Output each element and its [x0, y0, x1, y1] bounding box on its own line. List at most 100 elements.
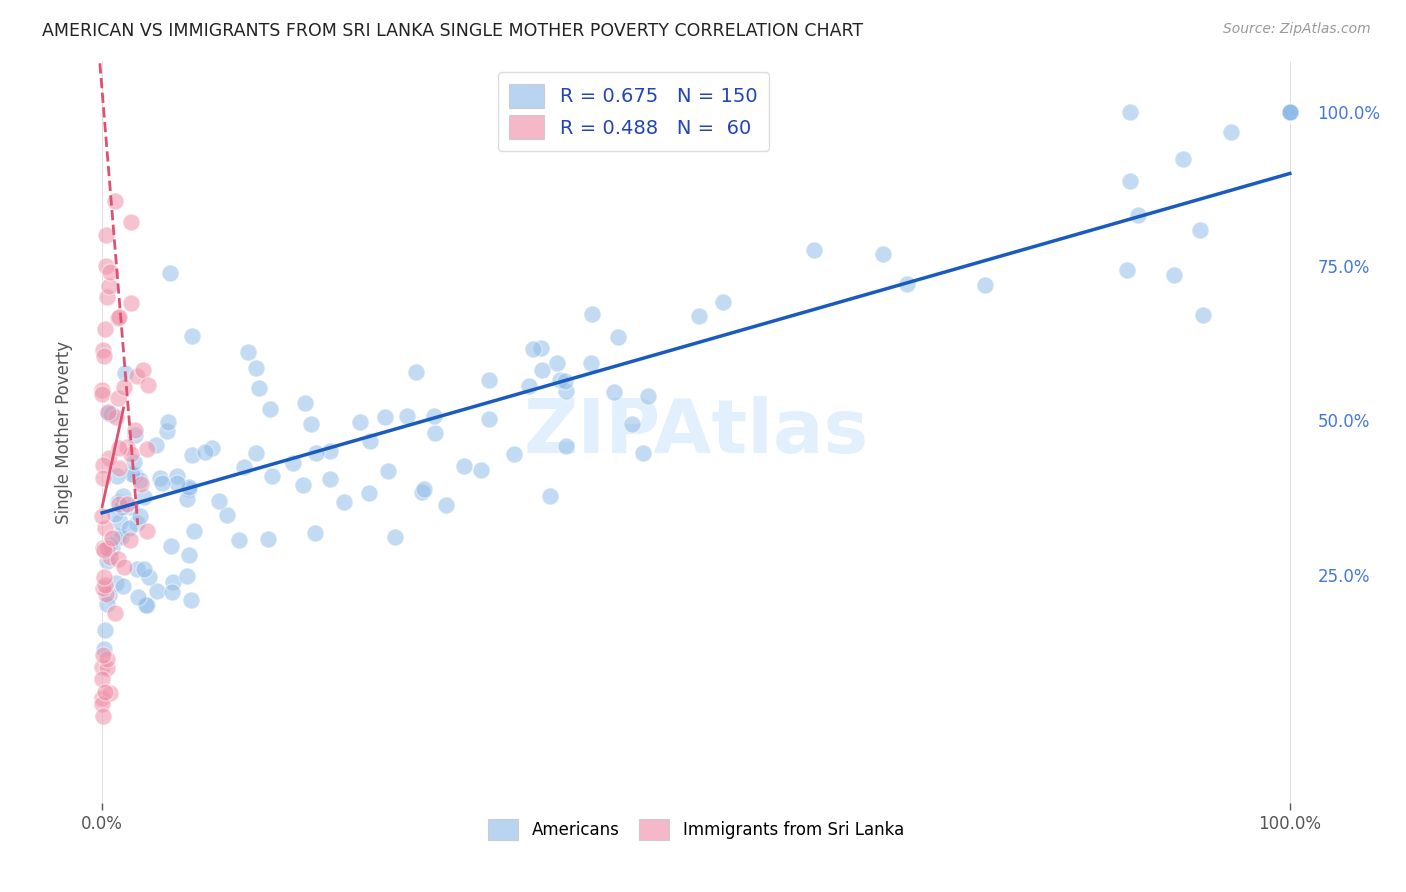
- Point: [423, 409, 446, 423]
- Point: [412, 482, 434, 496]
- Point: [93, 648, 115, 662]
- Point: [359, 434, 381, 449]
- Point: [180, 593, 202, 607]
- Point: [555, 439, 578, 453]
- Point: [1278, 104, 1301, 119]
- Point: [91, 690, 114, 705]
- Point: [135, 524, 157, 539]
- Point: [554, 384, 576, 398]
- Point: [384, 529, 406, 543]
- Point: [93, 349, 115, 363]
- Point: [135, 442, 157, 457]
- Point: [1278, 104, 1301, 119]
- Point: [91, 541, 114, 556]
- Point: [1278, 104, 1301, 119]
- Point: [93, 543, 115, 558]
- Point: [132, 490, 155, 504]
- Point: [101, 541, 124, 556]
- Point: [166, 469, 188, 483]
- Point: [107, 461, 129, 475]
- Point: [208, 493, 231, 508]
- Point: [108, 497, 131, 511]
- Point: [94, 521, 117, 535]
- Point: [803, 243, 825, 257]
- Point: [146, 583, 169, 598]
- Point: [1278, 104, 1301, 119]
- Point: [93, 642, 115, 657]
- Point: [114, 366, 136, 380]
- Point: [159, 266, 181, 280]
- Point: [238, 345, 260, 359]
- Point: [257, 533, 280, 547]
- Point: [299, 417, 322, 432]
- Point: [128, 473, 150, 487]
- Text: AMERICAN VS IMMIGRANTS FROM SRI LANKA SINGLE MOTHER POVERTY CORRELATION CHART: AMERICAN VS IMMIGRANTS FROM SRI LANKA SI…: [42, 22, 863, 40]
- Point: [177, 480, 200, 494]
- Point: [179, 482, 201, 496]
- Point: [294, 396, 316, 410]
- Point: [101, 531, 124, 545]
- Point: [97, 405, 120, 419]
- Point: [127, 590, 149, 604]
- Point: [118, 521, 141, 535]
- Point: [579, 356, 602, 370]
- Point: [107, 310, 129, 325]
- Point: [91, 387, 114, 401]
- Point: [554, 374, 576, 388]
- Point: [478, 412, 501, 426]
- Point: [157, 415, 180, 429]
- Point: [974, 277, 997, 292]
- Point: [149, 471, 172, 485]
- Point: [91, 384, 114, 398]
- Point: [124, 428, 146, 442]
- Point: [135, 598, 157, 612]
- Point: [1278, 104, 1301, 119]
- Point: [896, 277, 918, 291]
- Point: [357, 486, 380, 500]
- Point: [176, 569, 198, 583]
- Point: [434, 498, 457, 512]
- Point: [129, 509, 152, 524]
- Point: [110, 531, 132, 545]
- Point: [93, 578, 115, 592]
- Point: [96, 661, 118, 675]
- Point: [872, 247, 894, 261]
- Point: [546, 356, 568, 370]
- Point: [1220, 125, 1243, 139]
- Point: [120, 296, 142, 310]
- Point: [98, 537, 121, 551]
- Point: [98, 450, 121, 465]
- Point: [181, 449, 204, 463]
- Point: [91, 458, 114, 472]
- Point: [138, 378, 160, 392]
- Point: [319, 472, 342, 486]
- Point: [112, 579, 135, 593]
- Point: [305, 445, 328, 459]
- Point: [91, 697, 114, 711]
- Point: [470, 463, 492, 477]
- Point: [217, 508, 239, 522]
- Point: [104, 194, 127, 208]
- Point: [100, 407, 122, 421]
- Point: [245, 446, 267, 460]
- Point: [132, 363, 155, 377]
- Point: [162, 575, 184, 590]
- Point: [304, 526, 326, 541]
- Point: [96, 597, 118, 611]
- Point: [96, 290, 118, 304]
- Point: [93, 321, 115, 335]
- Point: [581, 306, 603, 320]
- Point: [118, 533, 141, 547]
- Point: [94, 623, 117, 637]
- Point: [637, 389, 659, 403]
- Point: [107, 311, 129, 326]
- Point: [98, 265, 121, 279]
- Point: [1192, 308, 1215, 322]
- Point: [125, 369, 148, 384]
- Point: [117, 497, 139, 511]
- Point: [405, 365, 427, 379]
- Point: [517, 378, 540, 392]
- Point: [1278, 104, 1301, 119]
- Point: [1119, 174, 1142, 188]
- Point: [247, 381, 270, 395]
